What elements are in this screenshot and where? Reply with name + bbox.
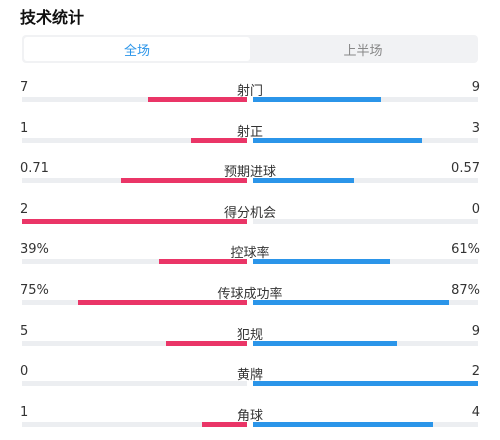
stat-label: 射正 xyxy=(236,124,263,140)
away-bar-track xyxy=(253,97,478,102)
home-bar-track xyxy=(22,259,247,265)
stat-row: 1 角球 4 xyxy=(20,400,480,440)
stat-row: 7 射门 9 xyxy=(20,75,480,116)
away-value: 3 xyxy=(471,120,480,136)
away-bar xyxy=(253,421,433,427)
home-value: 39% xyxy=(20,242,49,258)
away-value: 9 xyxy=(471,323,480,339)
home-value: 0 xyxy=(20,364,29,380)
away-bar xyxy=(253,259,391,265)
home-bar xyxy=(190,137,247,143)
away-value: 61% xyxy=(451,242,480,258)
tab-full-match[interactable]: 全场 xyxy=(24,37,250,61)
home-value: 5 xyxy=(20,323,29,339)
away-bar-track xyxy=(253,340,478,346)
home-value: 75% xyxy=(20,282,49,298)
away-value: 0 xyxy=(471,201,480,217)
away-bar xyxy=(253,178,355,184)
home-value: 0.71 xyxy=(20,161,49,177)
away-bar-track xyxy=(253,421,478,427)
away-bar xyxy=(253,340,397,346)
home-bar-track xyxy=(22,137,247,143)
tab-first-half[interactable]: 上半场 xyxy=(343,43,383,59)
home-value: 1 xyxy=(20,404,29,420)
stat-label: 射门 xyxy=(236,84,263,99)
stat-label: 犯规 xyxy=(236,327,263,343)
home-bar-track xyxy=(22,178,247,184)
home-bar xyxy=(78,299,247,305)
home-bar xyxy=(22,218,247,224)
away-value: 2 xyxy=(471,364,480,380)
stat-label: 预期进球 xyxy=(223,165,276,181)
away-bar-track xyxy=(253,299,478,305)
stat-label: 控球率 xyxy=(230,246,270,262)
home-value: 7 xyxy=(20,80,29,95)
page-title: 技术统计 xyxy=(20,8,85,27)
stat-row: 2 得分机会 0 xyxy=(20,197,480,238)
away-bar xyxy=(253,381,478,387)
home-bar-track xyxy=(22,421,247,427)
home-bar xyxy=(148,97,247,102)
home-value: 1 xyxy=(20,120,29,136)
home-bar xyxy=(121,178,247,184)
home-bar-track xyxy=(22,340,247,346)
away-value: 87% xyxy=(451,282,480,298)
away-bar xyxy=(253,137,422,143)
away-value: 9 xyxy=(471,80,480,95)
away-value: 4 xyxy=(471,404,480,420)
away-bar-track xyxy=(253,218,478,224)
stat-row: 75% 传球成功率 87% xyxy=(20,278,480,319)
stat-row: 5 犯规 9 xyxy=(20,319,480,360)
home-bar xyxy=(166,340,247,346)
home-bar-track xyxy=(22,218,247,224)
away-bar xyxy=(253,97,382,102)
stat-row: 39% 控球率 61% xyxy=(20,237,480,278)
stat-row: 0 黄牌 2 xyxy=(20,359,480,400)
home-bar-track xyxy=(22,299,247,305)
stats-list: 7 射门 9 1 射正 3 0.71 预期进球 0.57 2 得分机会 0 39% 控球率 61% 75% 传球… xyxy=(20,75,480,440)
away-bar-track xyxy=(253,137,478,143)
away-bar-track xyxy=(253,178,478,184)
stat-row: 1 射正 3 xyxy=(20,116,480,157)
home-bar xyxy=(202,421,247,427)
home-value: 2 xyxy=(20,201,29,217)
away-bar-track xyxy=(253,259,478,265)
away-bar-track xyxy=(253,381,478,387)
stat-label: 角球 xyxy=(236,408,263,424)
home-bar xyxy=(159,259,247,265)
stat-label: 传球成功率 xyxy=(217,286,283,302)
home-bar-track xyxy=(22,97,247,102)
stat-label: 黄牌 xyxy=(236,368,263,384)
stat-row: 0.71 预期进球 0.57 xyxy=(20,156,480,197)
away-bar xyxy=(253,299,449,305)
home-bar-track xyxy=(22,381,247,387)
stat-label: 得分机会 xyxy=(223,205,276,221)
period-tabs: 全场 上半场 xyxy=(22,35,478,63)
away-value: 0.57 xyxy=(451,161,480,177)
